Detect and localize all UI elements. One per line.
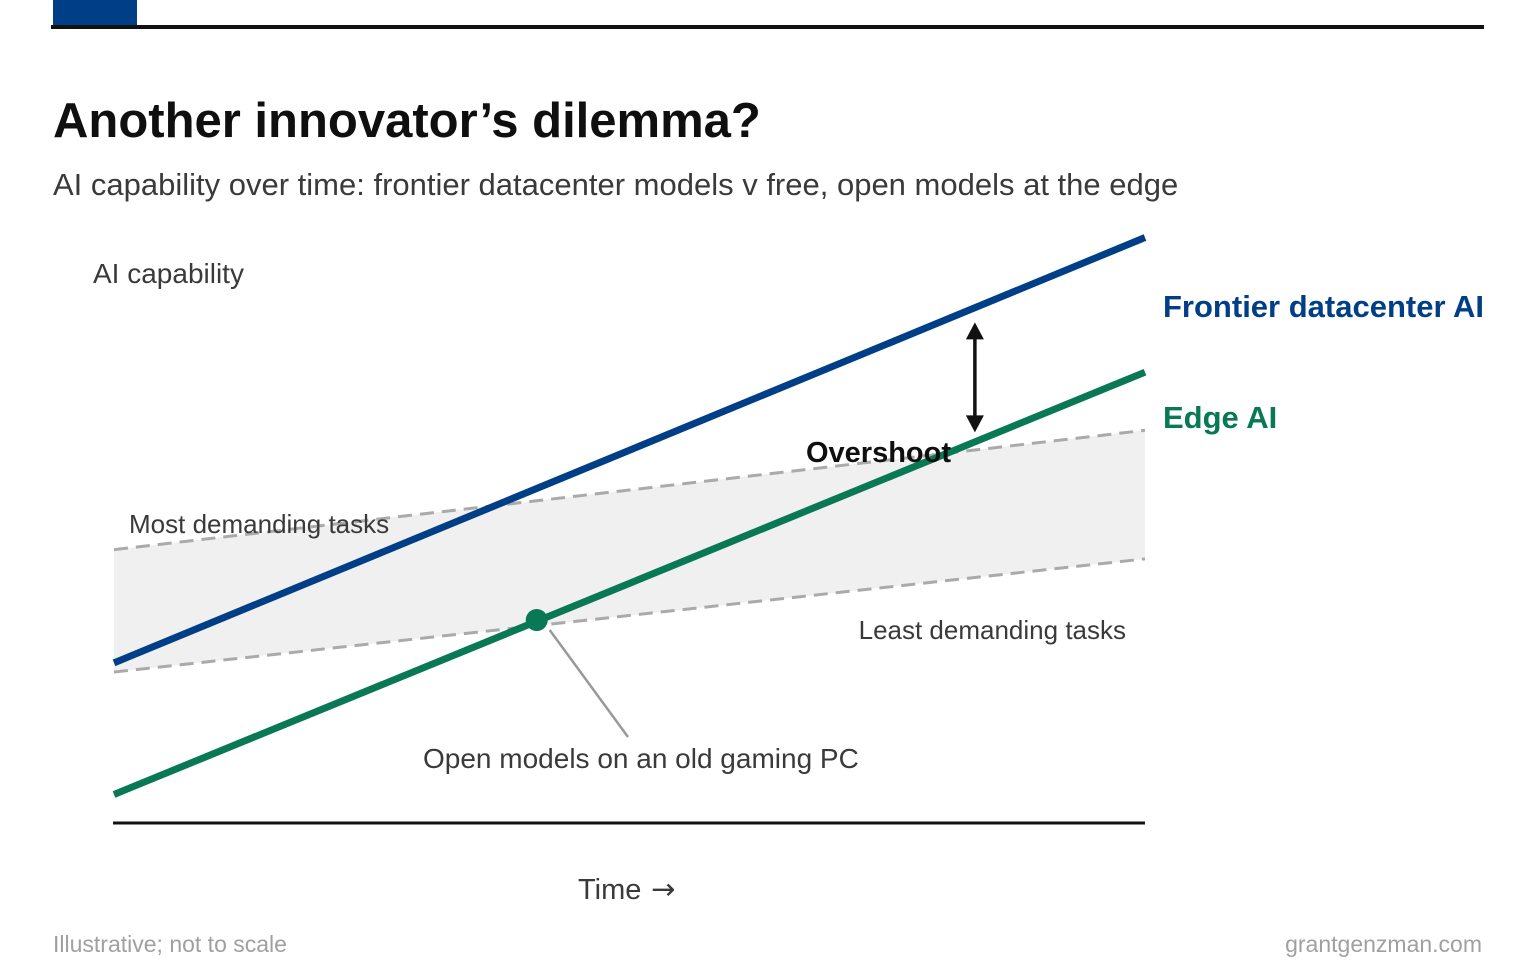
x-axis-label: Time [578, 874, 641, 906]
most-demanding-label: Most demanding tasks [129, 509, 389, 539]
y-axis-label: AI capability [93, 258, 244, 289]
most-demanding-tasks-line [113, 428, 1146, 552]
page-subtitle: AI capability over time: frontier datace… [53, 167, 1179, 202]
edge-ai-line [112, 368, 1147, 798]
overshoot-arrow-head-down [965, 415, 984, 433]
top-rule [51, 25, 1484, 29]
page-title: Another innovator’s dilemma? [53, 94, 761, 148]
accent-block [53, 0, 137, 27]
footer-note: Illustrative; not to scale [53, 931, 287, 957]
frontier-datacenter-ai-line [112, 234, 1147, 667]
overshoot-arrow [965, 322, 984, 433]
frontier-series-label: Frontier datacenter AI [1163, 289, 1484, 324]
footer-source: grantgenzman.com [1285, 931, 1482, 957]
crossover-point [525, 609, 548, 632]
least-demanding-label: Least demanding tasks [859, 615, 1126, 645]
open-models-annotation: Open models on an old gaming PC [423, 743, 859, 774]
overshoot-arrow-head-up [965, 322, 984, 340]
overshoot-label: Overshoot [806, 437, 951, 469]
callout-leader-line [548, 629, 630, 738]
task-demand-band [114, 430, 1145, 673]
edge-series-label: Edge AI [1163, 400, 1277, 435]
least-demanding-tasks-line [113, 557, 1146, 674]
x-axis-arrow-icon: → [651, 872, 675, 906]
